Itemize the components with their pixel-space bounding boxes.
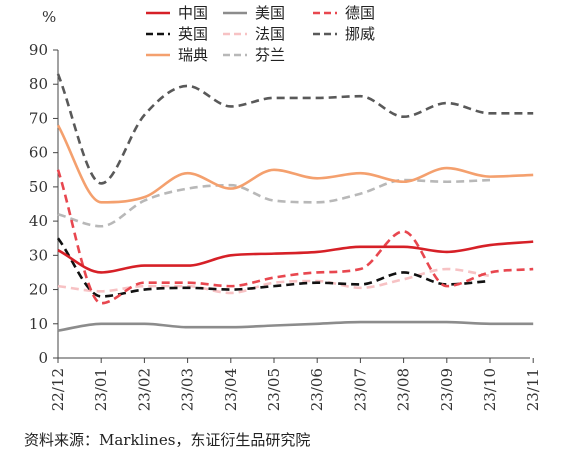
y-tick-label: 30 xyxy=(29,246,48,264)
y-tick-label: 60 xyxy=(29,144,48,162)
series-line-0 xyxy=(57,240,534,274)
y-tick-label: 0 xyxy=(38,349,48,367)
x-tick-label: 23/09 xyxy=(438,368,456,411)
series-line-3 xyxy=(56,237,491,298)
y-axis-unit-label: % xyxy=(42,8,56,26)
y-tick-label: 90 xyxy=(29,41,48,59)
x-tick-label: 23/10 xyxy=(481,368,499,411)
series-line-7 xyxy=(57,178,491,228)
series-line-2 xyxy=(56,169,534,305)
series-line-4 xyxy=(57,267,491,295)
x-tick-label: 23/01 xyxy=(92,368,110,411)
x-tick-label: 23/03 xyxy=(179,368,197,411)
x-tick-label: 22/12 xyxy=(49,368,67,411)
x-tick-label: 23/04 xyxy=(222,368,240,411)
x-tick-label: 23/07 xyxy=(351,368,369,411)
legend-label-1: 美国 xyxy=(255,4,285,22)
legend-label-2: 德国 xyxy=(345,4,375,22)
legend-label-3: 英国 xyxy=(178,25,208,43)
legend-label-4: 法国 xyxy=(255,25,285,43)
legend-label-5: 挪威 xyxy=(345,25,375,43)
legend-label-6: 瑞典 xyxy=(178,46,208,64)
x-tick-label: 23/11 xyxy=(524,368,542,411)
legend-label-0: 中国 xyxy=(178,4,208,22)
series-layer xyxy=(56,73,534,332)
y-tick-label: 10 xyxy=(29,315,48,333)
x-axis: 22/12 23/01 23/02 23/03 23/04 23/05 23/06 23/07… xyxy=(49,357,542,411)
series-line-5 xyxy=(56,73,534,185)
x-tick-label: 23/08 xyxy=(395,368,413,411)
x-tick-label: 23/05 xyxy=(265,368,283,411)
y-tick-label: 20 xyxy=(29,281,48,299)
x-tick-label: 23/06 xyxy=(308,368,326,411)
y-tick-label: 40 xyxy=(29,212,48,230)
y-axis: 0 10 20 30 40 50 60 70 80 90 xyxy=(29,41,59,367)
y-tick-label: 70 xyxy=(29,109,48,127)
source-note: 资料来源：Marklines，东证衍生品研究院 xyxy=(24,431,310,449)
y-tick-label: 50 xyxy=(29,178,48,196)
y-tick-label: 80 xyxy=(29,75,48,93)
series-line-1 xyxy=(57,320,534,332)
x-tick-label: 23/02 xyxy=(135,368,153,411)
legend-label-7: 芬兰 xyxy=(255,46,285,64)
series-line-6 xyxy=(56,124,534,204)
